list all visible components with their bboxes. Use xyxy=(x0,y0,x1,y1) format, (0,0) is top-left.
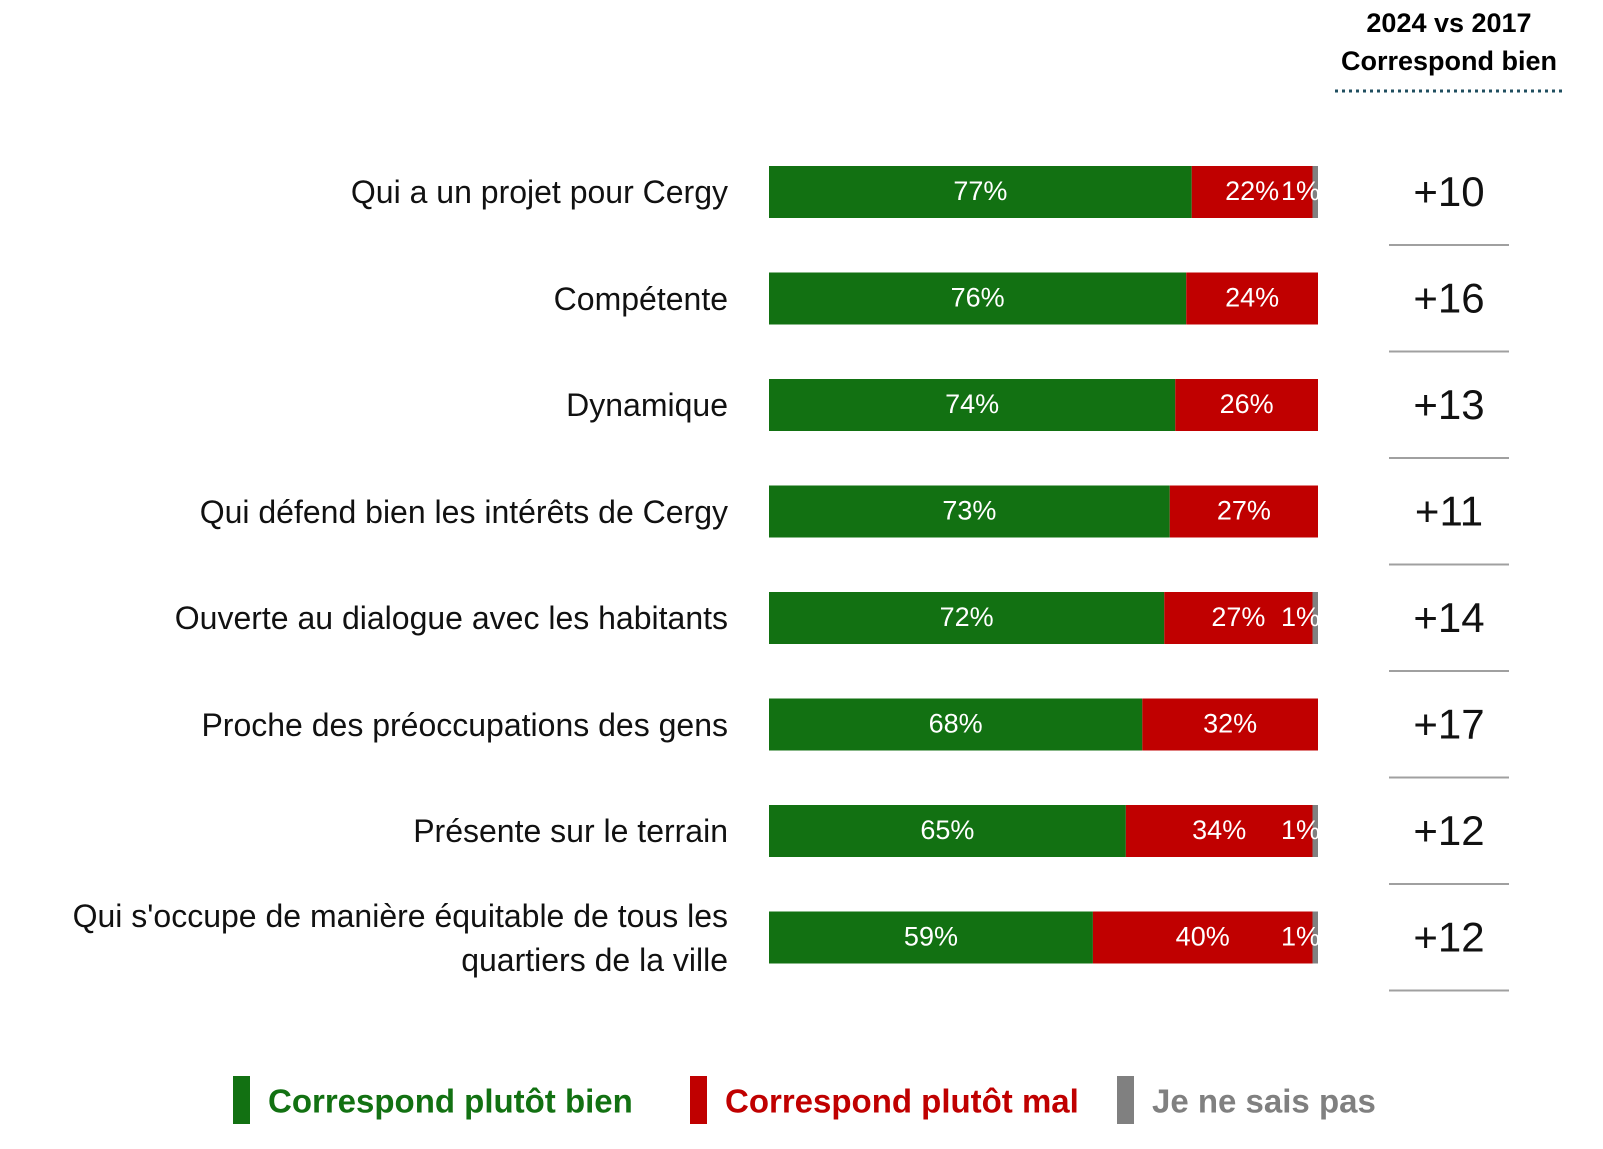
bar-segment xyxy=(769,592,1165,644)
category-label: Dynamique xyxy=(566,387,728,423)
legend-swatch xyxy=(233,1076,250,1124)
value-label: 77% xyxy=(953,176,1007,206)
bar-segment xyxy=(1312,805,1318,857)
bar-segment xyxy=(1312,166,1318,218)
value-label: 22% xyxy=(1225,176,1279,206)
bar-segment xyxy=(769,272,1187,325)
bar-segment xyxy=(1186,272,1318,325)
change-value: +13 xyxy=(1413,381,1484,428)
bar-segment xyxy=(769,166,1192,218)
value-label: 24% xyxy=(1225,283,1279,313)
bar-segment xyxy=(769,805,1126,857)
change-value: +12 xyxy=(1413,807,1484,854)
category-label: Qui s'occupe de manière équitable de tou… xyxy=(72,897,728,978)
legend-label: Correspond plutôt bien xyxy=(268,1083,633,1120)
bar-segment xyxy=(1164,592,1313,644)
change-header: Correspond bien xyxy=(1341,46,1557,76)
change-value: +14 xyxy=(1413,594,1484,641)
legend-swatch xyxy=(1117,1076,1134,1124)
bar-segment xyxy=(769,698,1143,751)
bar-segment xyxy=(1312,911,1318,964)
legend-label: Je ne sais pas xyxy=(1152,1083,1376,1120)
bar-segment xyxy=(769,379,1176,431)
value-label: 65% xyxy=(920,815,974,845)
bar-segment xyxy=(1191,166,1313,218)
change-value: +11 xyxy=(1415,488,1483,535)
value-label: 59% xyxy=(904,922,958,952)
category-label: Proche des préoccupations des gens xyxy=(201,706,728,743)
value-label: 74% xyxy=(945,389,999,419)
value-label: 1% xyxy=(1281,922,1320,952)
value-label: 72% xyxy=(940,602,994,632)
change-header: 2024 vs 2017 xyxy=(1366,8,1531,38)
value-label: 76% xyxy=(951,283,1005,313)
change-value: +10 xyxy=(1413,168,1484,215)
value-label: 34% xyxy=(1192,815,1246,845)
value-label: 1% xyxy=(1281,602,1320,632)
bar-segment xyxy=(1169,485,1318,538)
category-label: Qui a un projet pour Cergy xyxy=(350,174,728,210)
category-label: Qui défend bien les intérêts de Cergy xyxy=(199,493,728,530)
bar-segment xyxy=(769,911,1093,964)
bar-segment xyxy=(769,485,1170,538)
value-label: 1% xyxy=(1281,815,1320,845)
change-value: +12 xyxy=(1413,914,1484,961)
legend-swatch xyxy=(690,1076,707,1124)
value-label: 27% xyxy=(1217,496,1271,526)
change-value: +16 xyxy=(1413,275,1484,322)
value-label: 68% xyxy=(929,709,983,739)
bar-segment xyxy=(1125,805,1313,857)
legend-label: Correspond plutôt mal xyxy=(725,1083,1079,1120)
value-label: 73% xyxy=(942,496,996,526)
value-label: 27% xyxy=(1211,602,1265,632)
category-label: Présente sur le terrain xyxy=(413,813,728,849)
value-label: 40% xyxy=(1176,922,1230,952)
category-label: Ouverte au dialogue avec les habitants xyxy=(174,600,728,636)
value-label: 26% xyxy=(1220,389,1274,419)
bar-segment xyxy=(1175,379,1318,431)
category-label: Compétente xyxy=(553,280,728,317)
bar-segment xyxy=(1092,911,1313,964)
bar-segment xyxy=(1142,698,1318,751)
value-label: 32% xyxy=(1203,709,1257,739)
bar-segment xyxy=(1312,592,1318,644)
change-value: +17 xyxy=(1413,701,1484,748)
value-label: 1% xyxy=(1281,176,1320,206)
